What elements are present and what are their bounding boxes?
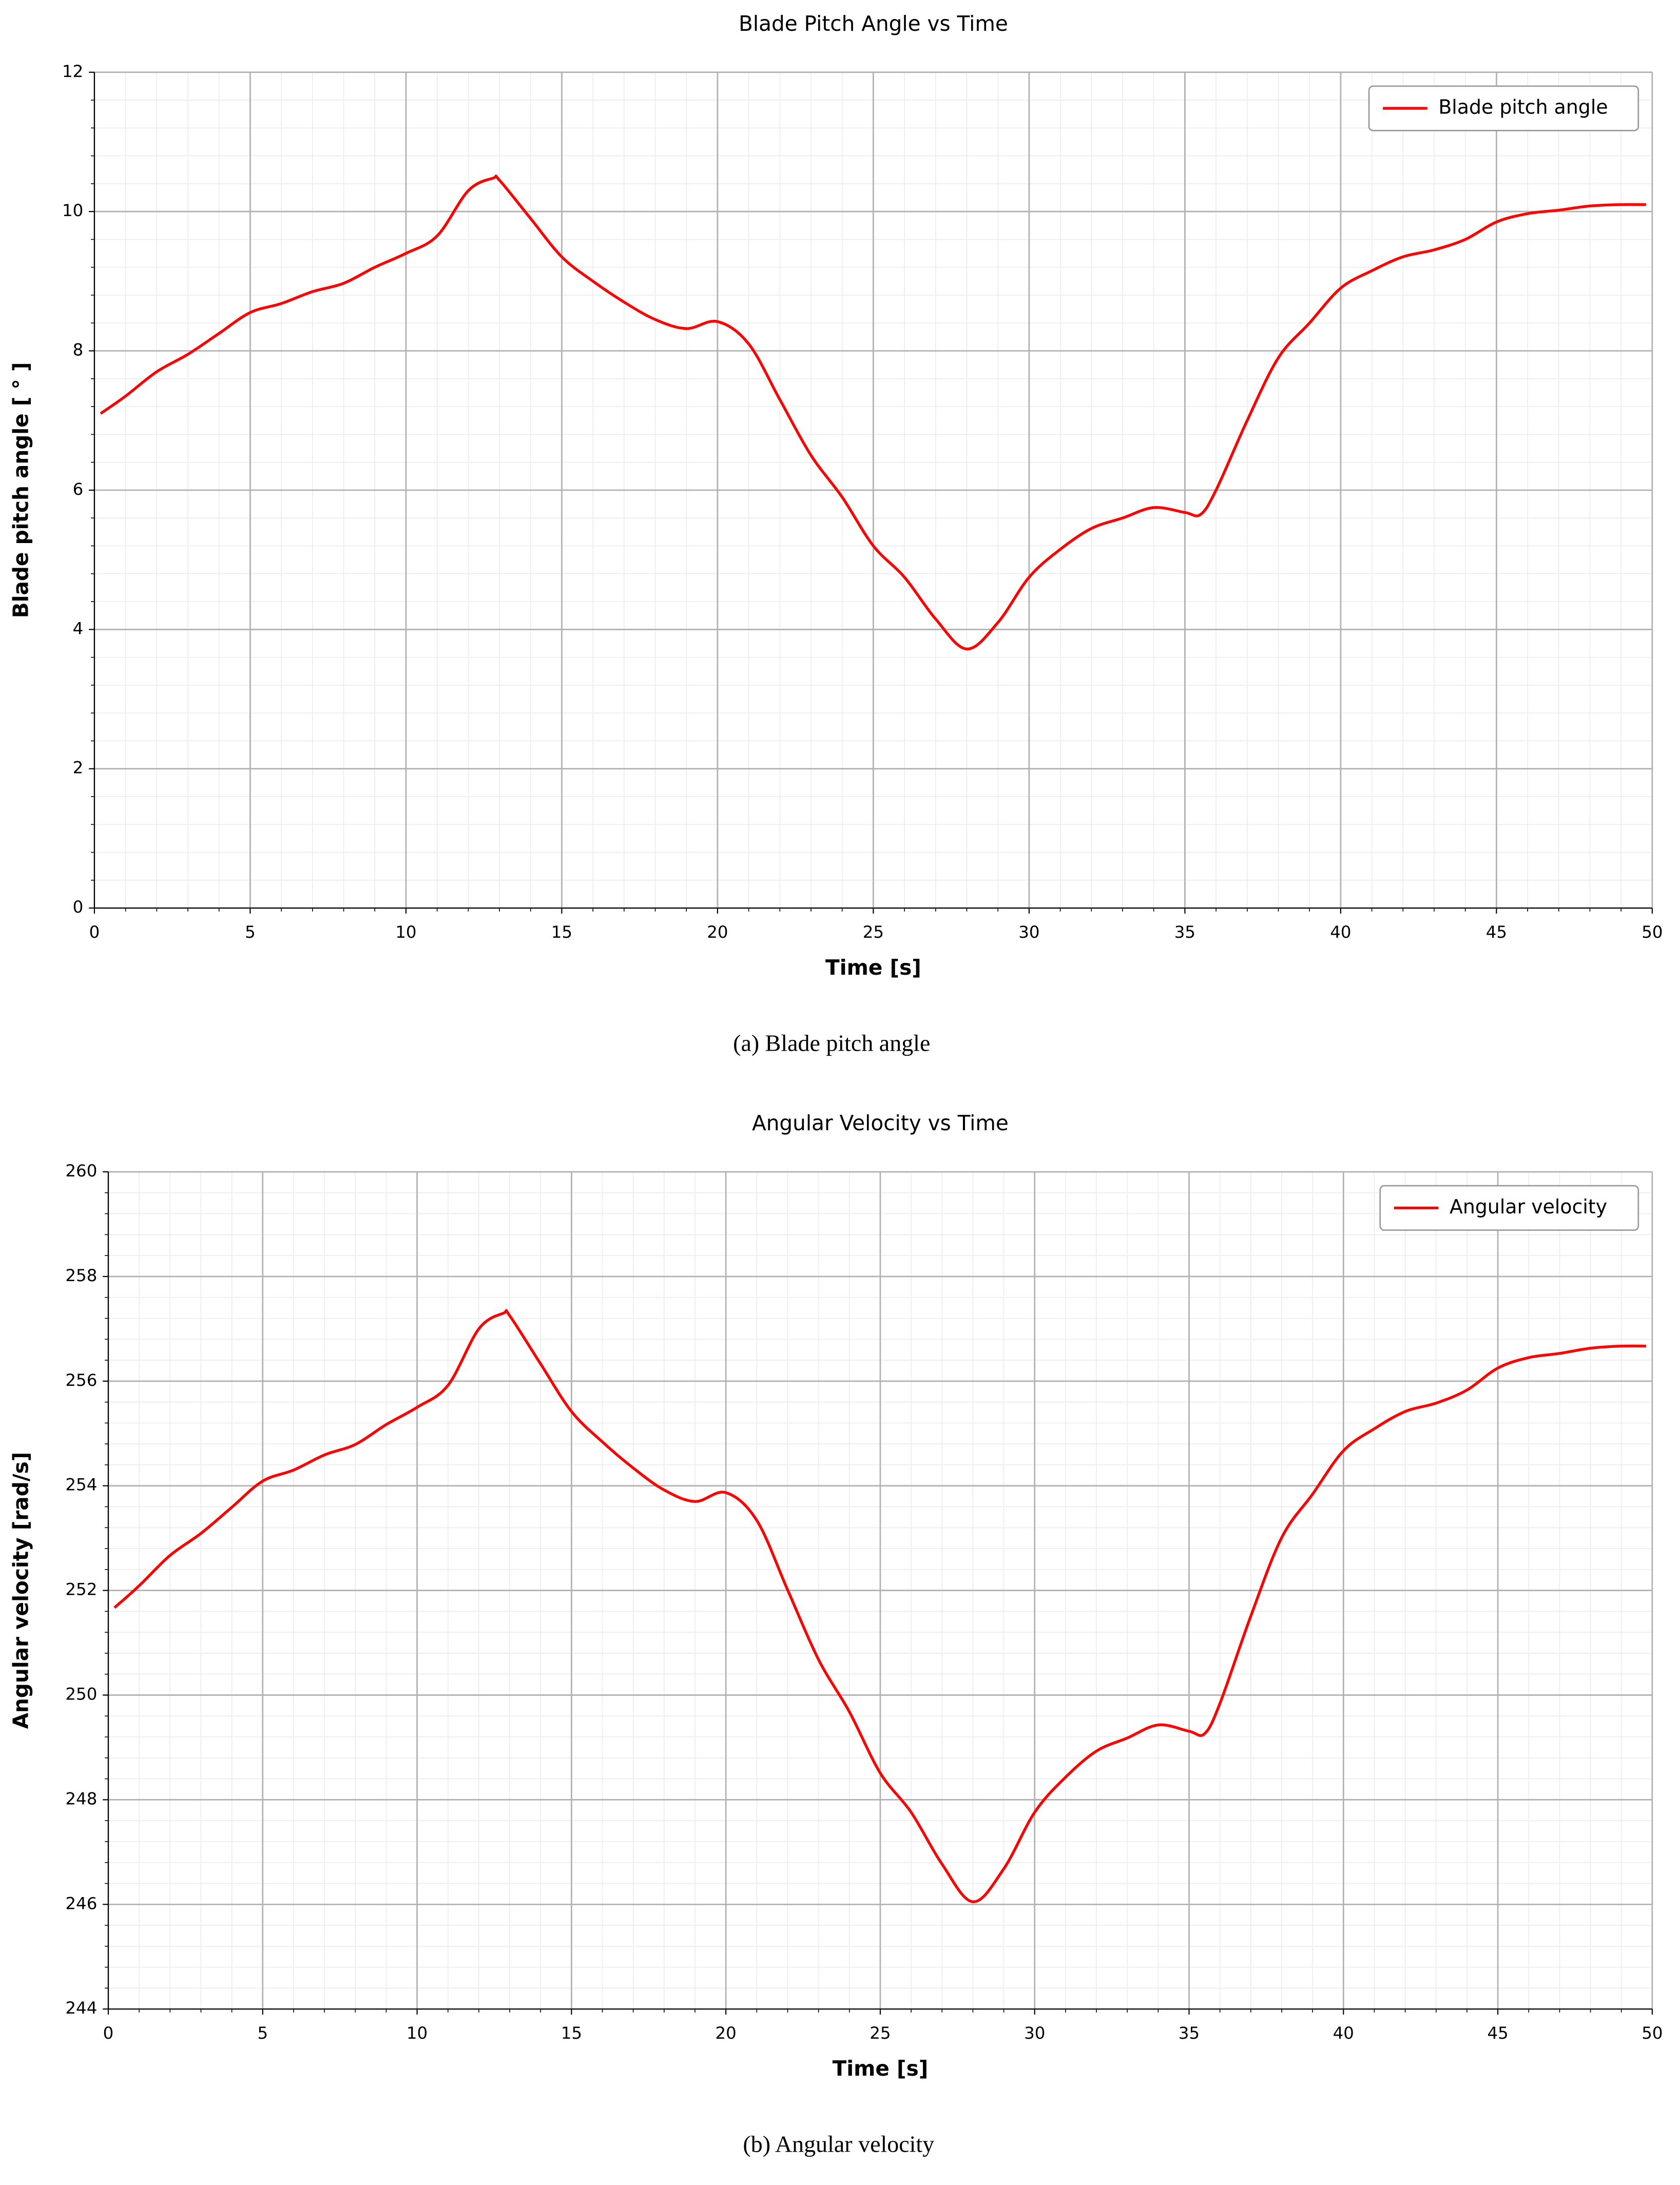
figure-caption: (b) Angular velocity <box>743 2131 934 2157</box>
chart-title: Blade Pitch Angle vs Time <box>739 11 1008 36</box>
x-tick-label: 45 <box>1487 2023 1508 2043</box>
y-tick-label: 248 <box>65 1789 97 1808</box>
y-tick-label: 12 <box>62 62 83 81</box>
x-tick-label: 5 <box>245 922 256 942</box>
legend-box <box>1368 85 1639 131</box>
y-tick-label: 258 <box>65 1266 97 1285</box>
x-tick-label: 30 <box>1018 922 1039 942</box>
x-tick-label: 25 <box>870 2023 891 2043</box>
x-tick-label: 10 <box>395 922 416 942</box>
y-tick-label: 252 <box>65 1580 97 1599</box>
y-axis-label: Angular velocity [rad/s] <box>8 1452 33 1729</box>
y-tick-label: 260 <box>65 1161 97 1181</box>
legend-label: Angular velocity <box>1450 1195 1607 1218</box>
y-tick-label: 2 <box>73 758 84 778</box>
x-tick-label: 50 <box>1642 2023 1663 2043</box>
y-tick-label: 8 <box>73 340 84 360</box>
x-tick-label: 20 <box>716 2023 737 2043</box>
legend-box <box>1379 1185 1639 1231</box>
x-axis-label: Time [s] <box>825 955 921 980</box>
y-tick-label: 0 <box>73 897 84 917</box>
y-axis-label: Blade pitch angle [ ° ] <box>8 362 33 618</box>
x-tick-label: 30 <box>1024 2023 1045 2043</box>
x-tick-label: 45 <box>1486 922 1507 942</box>
y-tick-label: 4 <box>73 618 84 638</box>
x-tick-label: 35 <box>1179 2023 1200 2043</box>
x-tick-label: 40 <box>1330 922 1351 942</box>
y-tick-label: 10 <box>62 201 83 220</box>
y-tick-label: 250 <box>65 1685 97 1704</box>
y-tick-label: 244 <box>65 1998 97 2018</box>
chart-title: Angular Velocity vs Time <box>752 1111 1009 1135</box>
x-tick-label: 0 <box>103 2023 114 2043</box>
x-tick-label: 10 <box>407 2023 428 2043</box>
data-line <box>113 1309 1646 1903</box>
x-axis-label: Time [s] <box>833 2056 929 2081</box>
y-tick-label: 256 <box>65 1370 97 1390</box>
x-tick-label: 35 <box>1174 922 1195 942</box>
x-tick-label: 40 <box>1333 2023 1354 2043</box>
x-tick-label: 15 <box>551 922 572 942</box>
x-tick-label: 20 <box>707 922 728 942</box>
x-tick-label: 5 <box>257 2023 268 2043</box>
x-tick-label: 50 <box>1642 922 1663 942</box>
y-tick-label: 6 <box>73 479 84 499</box>
x-tick-label: 25 <box>863 922 884 942</box>
x-tick-label: 15 <box>561 2023 582 2043</box>
x-tick-label: 0 <box>89 922 100 942</box>
y-tick-label: 254 <box>65 1475 97 1495</box>
y-tick-label: 246 <box>65 1893 97 1913</box>
legend-label: Blade pitch angle <box>1438 96 1608 119</box>
figure-caption: (a) Blade pitch angle <box>733 1030 930 1056</box>
data-line <box>100 175 1646 651</box>
